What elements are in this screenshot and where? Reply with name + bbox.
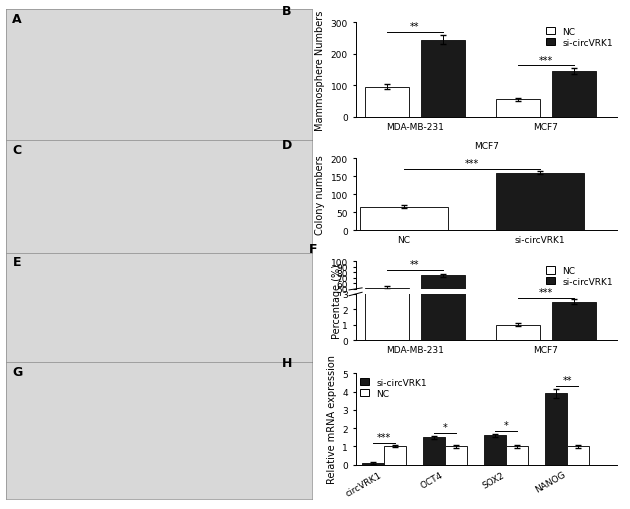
Bar (421, 0, 465, 341)
Text: A: A (13, 13, 22, 26)
Text: ***: *** (539, 288, 553, 297)
Bar (496, 174, 583, 231)
Bar (365, 288, 409, 317)
Text: **: ** (410, 260, 420, 269)
Bar (496, 325, 539, 341)
Text: ***: *** (465, 159, 479, 168)
Y-axis label: Mammosphere Numbers: Mammosphere Numbers (315, 10, 325, 130)
Bar (365, 88, 409, 118)
Text: **: ** (563, 376, 572, 386)
Bar (445, 446, 467, 465)
Bar (552, 72, 595, 118)
Bar (567, 446, 590, 465)
Text: *: * (442, 422, 447, 433)
Text: F: F (309, 242, 317, 255)
Text: G: G (13, 365, 23, 378)
Bar (552, 302, 595, 341)
Text: B: B (282, 5, 291, 18)
Bar (365, 0, 409, 341)
Legend: NC, si-circVRK1: NC, si-circVRK1 (546, 28, 613, 47)
Bar (496, 100, 539, 118)
Text: ***: *** (539, 55, 553, 66)
Text: H: H (282, 356, 292, 369)
Bar (362, 463, 384, 465)
Bar (423, 437, 445, 465)
Text: *: * (504, 420, 508, 431)
Bar (506, 446, 528, 465)
Bar (552, 316, 595, 317)
Text: MCF7: MCF7 (474, 142, 499, 150)
Text: D: D (282, 139, 292, 152)
Bar (360, 207, 448, 231)
Text: **: ** (410, 22, 420, 32)
Y-axis label: Relative mRNA expression: Relative mRNA expression (326, 355, 336, 484)
Legend: si-circVRK1, NC: si-circVRK1, NC (360, 378, 427, 398)
Text: ***: *** (377, 432, 391, 442)
Text: E: E (13, 256, 21, 268)
Bar (384, 446, 406, 465)
Bar (496, 316, 539, 317)
Bar (421, 41, 465, 118)
Legend: NC, si-circVRK1: NC, si-circVRK1 (546, 266, 613, 286)
Bar (421, 276, 465, 317)
Text: Percentage (%): Percentage (%) (332, 264, 342, 338)
Bar (545, 393, 567, 465)
Bar (484, 436, 506, 465)
Y-axis label: Colony numbers: Colony numbers (315, 155, 325, 235)
Text: C: C (13, 143, 21, 156)
